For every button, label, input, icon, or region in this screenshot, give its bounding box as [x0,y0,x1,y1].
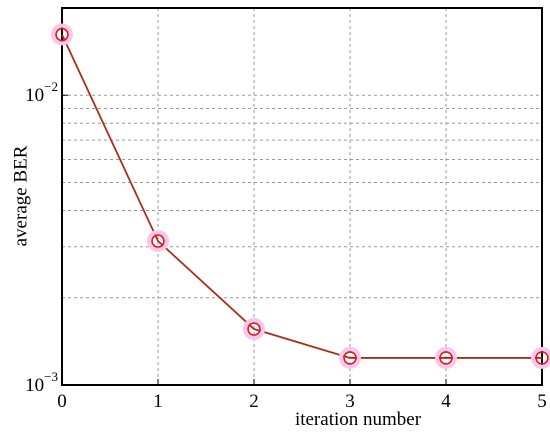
marker [247,322,261,336]
x-tick-label: 3 [345,391,355,412]
y-axis-label: average BER [10,145,31,246]
marker-halo [147,230,169,253]
marker-halo [531,346,550,369]
marker-halo [435,346,457,369]
marker [151,234,165,248]
x-axis-label: iteration number [295,409,422,430]
marker [439,351,453,365]
y-tick-label: 10−3 [25,369,58,396]
x-tick-label: 5 [537,391,547,412]
marker [343,351,357,365]
marker-halo [339,346,361,369]
x-tick-label: 4 [441,391,451,412]
x-tick-label: 2 [249,391,259,412]
marker [55,27,69,42]
marker-halo [51,23,73,46]
x-tick-label: 1 [153,391,163,412]
x-tick-label: 0 [57,391,67,412]
marker-halo [243,318,265,341]
y-tick-label: 10−2 [25,79,58,106]
plot-frame [61,7,543,386]
marker [535,351,549,365]
series-line [61,34,542,359]
